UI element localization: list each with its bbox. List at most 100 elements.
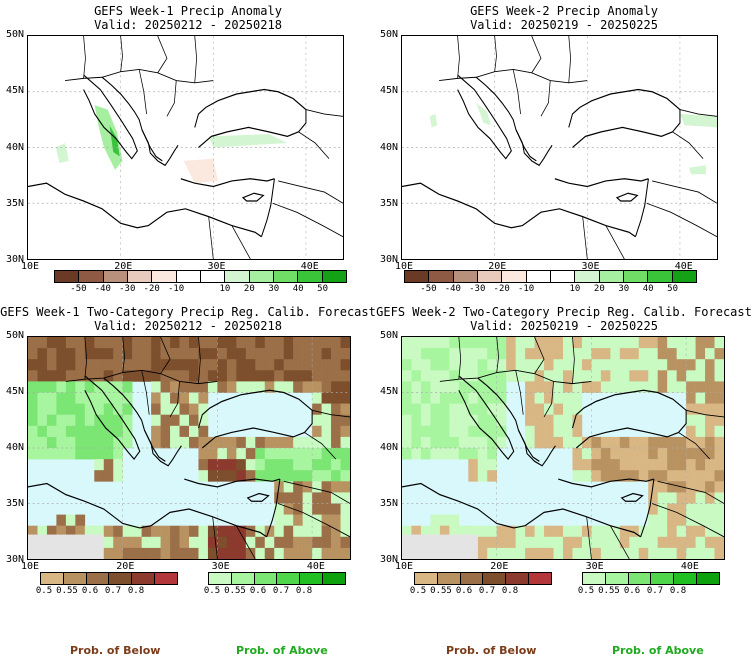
probability-cell xyxy=(563,337,573,349)
probability-cell xyxy=(132,370,142,382)
probability-cell xyxy=(667,436,677,449)
probability-cell xyxy=(458,337,469,349)
probability-cell xyxy=(160,337,171,349)
probability-cell xyxy=(283,481,294,493)
coastline xyxy=(241,192,265,202)
probability-cell xyxy=(207,547,218,559)
probability-cell xyxy=(534,525,545,538)
probability-cell xyxy=(293,547,303,559)
probability-cell xyxy=(151,547,161,559)
probability-cell xyxy=(302,348,313,360)
probability-cell xyxy=(402,392,412,404)
probability-cell xyxy=(160,392,171,404)
probability-cell xyxy=(103,359,114,371)
probability-cell xyxy=(553,536,564,549)
colorbar-tick-label: 40 xyxy=(642,284,654,294)
probability-cell xyxy=(141,348,152,360)
probability-cell xyxy=(629,459,640,471)
probability-cell xyxy=(705,337,715,349)
probability-cell xyxy=(293,436,303,449)
probability-cell xyxy=(151,381,161,393)
probability-cell xyxy=(283,536,294,549)
longitude-label: 10E xyxy=(395,261,414,272)
probability-cell xyxy=(264,359,275,371)
probability-cell xyxy=(610,381,621,393)
probability-cell xyxy=(160,547,171,559)
probability-cell xyxy=(714,448,724,460)
probability-cell xyxy=(312,503,322,515)
probability-cell xyxy=(439,392,450,404)
probability-cell xyxy=(458,403,469,416)
probability-cell xyxy=(331,492,341,504)
probability-cell xyxy=(122,425,133,438)
probability-cell xyxy=(648,470,658,482)
colorbar-tick-label: 0.5 xyxy=(577,586,595,596)
colorbar-tick-label: -10 xyxy=(517,284,535,294)
probability-cell xyxy=(28,381,38,393)
country-border xyxy=(568,36,571,83)
probability-cell xyxy=(458,414,469,427)
below-colorbar-week1 xyxy=(40,572,178,585)
probability-cell xyxy=(293,337,303,349)
probability-cell xyxy=(534,348,545,360)
probability-cell xyxy=(28,370,38,382)
grey-mask xyxy=(402,534,478,559)
probability-cell xyxy=(340,547,350,559)
probability-cell xyxy=(255,370,266,382)
probability-cell xyxy=(439,348,450,360)
probability-cell xyxy=(170,370,180,382)
probability-cell xyxy=(600,381,611,393)
probability-cell xyxy=(477,370,488,382)
probability-cell xyxy=(420,337,431,349)
probability-cell xyxy=(714,403,724,416)
probability-cell xyxy=(65,525,76,538)
colorbar-swatch xyxy=(63,573,87,584)
probability-cell xyxy=(37,370,48,382)
probability-cell xyxy=(236,525,247,538)
probability-cell xyxy=(113,448,123,460)
probability-cell xyxy=(46,359,57,371)
probability-cell xyxy=(695,536,706,549)
probability-cell xyxy=(714,425,724,438)
probability-cell xyxy=(331,514,341,527)
probability-cell xyxy=(321,459,332,471)
latitude-label: 30N xyxy=(379,554,398,565)
probability-cell xyxy=(331,392,341,404)
probability-cell xyxy=(75,436,86,449)
probability-cell xyxy=(648,359,658,371)
probability-cell xyxy=(255,547,266,559)
probability-cell xyxy=(430,425,441,438)
probability-cell xyxy=(591,337,602,349)
probability-cell xyxy=(302,370,313,382)
probability-cell xyxy=(648,514,658,527)
probability-cell xyxy=(65,381,76,393)
probability-cell xyxy=(705,370,715,382)
probability-cell xyxy=(340,403,350,416)
wet-anomaly-area xyxy=(208,134,288,148)
country-border xyxy=(83,36,86,79)
colorbar-tick-label: -30 xyxy=(119,284,136,294)
probability-cell xyxy=(302,492,313,504)
probability-cell xyxy=(84,425,95,438)
probability-cell xyxy=(113,425,123,438)
probability-cell xyxy=(37,448,48,460)
probability-cell xyxy=(705,481,715,493)
probability-cell xyxy=(151,348,161,360)
probability-cell xyxy=(179,436,190,449)
probability-cell xyxy=(619,525,630,538)
probability-cell xyxy=(402,359,412,371)
probability-cell xyxy=(638,459,649,471)
probability-cell xyxy=(506,536,516,549)
probability-cell xyxy=(411,414,422,427)
probability-cell xyxy=(217,370,228,382)
probability-cell xyxy=(75,392,86,404)
probability-cell xyxy=(274,514,284,527)
probability-cell xyxy=(94,448,105,460)
probability-cell xyxy=(28,348,38,360)
probability-cell xyxy=(544,414,554,427)
probability-cell xyxy=(420,370,431,382)
probability-cell xyxy=(56,348,67,360)
legend-below-week1: Prob. of Below xyxy=(70,644,161,657)
probability-cell xyxy=(657,470,668,482)
probability-cell xyxy=(151,525,161,538)
